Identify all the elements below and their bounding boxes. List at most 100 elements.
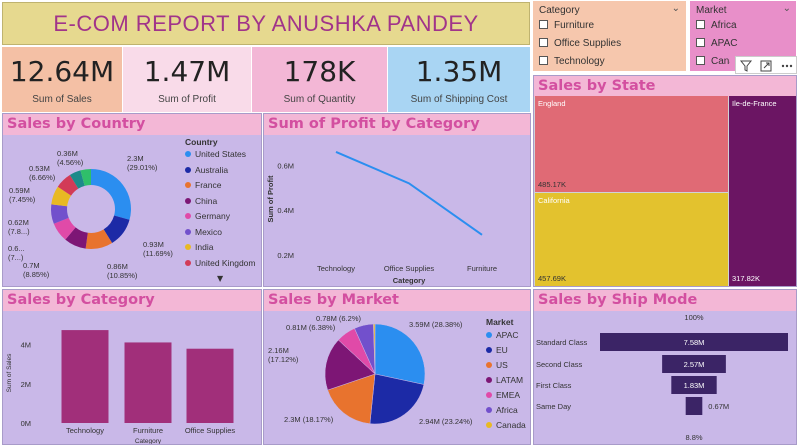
- profit-line-series[interactable]: [335, 151, 483, 236]
- filter-icon[interactable]: [739, 60, 753, 72]
- donut-slice[interactable]: [53, 217, 76, 240]
- pie-slice[interactable]: [373, 323, 376, 375]
- donut-slice[interactable]: [80, 169, 91, 186]
- pie-slice[interactable]: [369, 373, 425, 425]
- slicer-item-label: Africa: [711, 20, 737, 31]
- x-axis-label: Category: [393, 276, 426, 285]
- x-axis-label: Category: [135, 438, 162, 445]
- donut-slice[interactable]: [69, 170, 85, 189]
- legend-item-germany[interactable]: Germany: [185, 211, 230, 221]
- panel-title: Sales by Market: [264, 290, 530, 311]
- donut-slice[interactable]: [65, 227, 88, 249]
- sales-by-ship-mode-panel: Sales by Ship Mode 100% Standard Class 7.5…: [533, 289, 797, 445]
- y-tick-label: 0.6M: [277, 161, 294, 170]
- panel-title: Sales by State: [534, 76, 796, 97]
- category-slicer[interactable]: Category ⌄ Furniture Office Supplies Tec…: [533, 1, 686, 71]
- legend-label: EMEA: [496, 390, 521, 400]
- legend-item-canada[interactable]: Canada: [486, 420, 526, 430]
- funnel-value-label: 0.67M: [708, 402, 729, 411]
- checkbox[interactable]: [539, 20, 548, 29]
- funnel-category-label: Standard Class: [536, 338, 588, 347]
- panel-title: Sales by Category: [3, 290, 261, 311]
- visual-header-icons: [739, 60, 793, 72]
- slicer-item-technology[interactable]: Technology: [539, 56, 605, 67]
- data-label: (11.69%): [143, 249, 173, 258]
- treemap-tile-ile-de-france[interactable]: Ile-de-France 317.82K: [729, 96, 796, 286]
- legend-item-emea[interactable]: EMEA: [486, 390, 520, 400]
- chevron-down-icon[interactable]: ⌄: [671, 3, 680, 14]
- slicer-item-africa[interactable]: Africa: [696, 20, 737, 31]
- donut-slice[interactable]: [57, 175, 79, 196]
- market-pie-chart: 3.59M (28.38%) 2.94M (23.24%) 2.3M (18.17%…: [268, 314, 473, 426]
- legend-item-india[interactable]: India: [185, 242, 213, 252]
- slicer-item-office-supplies[interactable]: Office Supplies: [539, 38, 621, 49]
- funnel-bar-standard-class[interactable]: [600, 333, 788, 351]
- treemap-tile-england[interactable]: England 485.17K: [535, 96, 728, 192]
- more-options-icon[interactable]: [781, 64, 793, 68]
- legend-label: India: [195, 242, 214, 252]
- funnel-bar-first-class[interactable]: [671, 376, 717, 394]
- legend-item-eu[interactable]: EU: [486, 345, 508, 355]
- legend-item-france[interactable]: France: [185, 180, 221, 190]
- donut-slice[interactable]: [103, 215, 130, 243]
- checkbox[interactable]: [539, 56, 548, 65]
- data-label: 0.59M: [9, 186, 30, 195]
- bar-technology[interactable]: [61, 330, 109, 423]
- legend-dot: [185, 197, 191, 204]
- x-tick-label: Technology: [66, 426, 104, 435]
- pie-slice[interactable]: [374, 323, 426, 385]
- legend-dot: [185, 244, 191, 250]
- checkbox[interactable]: [539, 38, 548, 47]
- y-tick-label: 0M: [21, 419, 31, 428]
- kpi-card-profit: 1.47M Sum of Profit: [123, 47, 251, 112]
- legend-item-united-states[interactable]: United States: [185, 149, 246, 159]
- scroll-down-icon[interactable]: ▼: [217, 274, 224, 283]
- kpi-card-quantity: 178K Sum of Quantity: [252, 47, 387, 112]
- legend-dot: [486, 332, 492, 338]
- funnel-value-label: 1.83M: [684, 381, 705, 390]
- bar-furniture[interactable]: [124, 342, 172, 423]
- legend-item-latam[interactable]: LATAM: [486, 375, 523, 385]
- bar-office-supplies[interactable]: [186, 348, 234, 423]
- legend-dot: [185, 259, 191, 266]
- funnel-bar-same-day[interactable]: [685, 397, 703, 415]
- checkbox[interactable]: [696, 38, 705, 47]
- data-label: (7...): [8, 253, 24, 262]
- legend-item-apac[interactable]: APAC: [486, 330, 519, 340]
- donut-slice[interactable]: [91, 169, 131, 220]
- slicer-item-label: Canada: [711, 56, 730, 67]
- treemap-value: 457.69K: [538, 274, 566, 283]
- treemap-tile-california[interactable]: California 457.69K: [535, 193, 728, 286]
- donut-slice[interactable]: [51, 186, 72, 207]
- legend-item-mexico[interactable]: Mexico: [185, 227, 222, 237]
- report-title: E-COM REPORT BY ANUSHKA PANDEY: [53, 11, 479, 36]
- slicer-item-furniture[interactable]: Furniture: [539, 20, 594, 31]
- donut-slice[interactable]: [51, 204, 69, 224]
- legend-dot: [185, 228, 191, 235]
- legend-item-africa[interactable]: Africa: [486, 405, 518, 415]
- legend-item-united-kingdom[interactable]: United Kingdom: [185, 258, 255, 268]
- checkbox[interactable]: [696, 20, 705, 29]
- data-label: (10.85%): [107, 271, 138, 280]
- funnel-bar-second-class[interactable]: [662, 355, 726, 373]
- y-tick-label: 2M: [21, 380, 31, 389]
- pie-slice[interactable]: [324, 339, 376, 391]
- slicer-item-apac[interactable]: APAC: [696, 38, 738, 49]
- kpi-label: Sum of Shipping Cost: [410, 94, 508, 105]
- treemap-name: England: [538, 99, 566, 108]
- pie-slice[interactable]: [327, 373, 376, 425]
- checkbox[interactable]: [696, 56, 705, 65]
- legend-item-us[interactable]: US: [486, 360, 508, 370]
- sales-by-state-panel: Sales by State England 485.17K Californi…: [533, 75, 797, 287]
- data-label: (4.56%): [57, 158, 84, 167]
- legend-item-china[interactable]: China: [185, 196, 217, 206]
- donut-slice[interactable]: [85, 229, 113, 249]
- legend-label: EU: [496, 345, 508, 355]
- slicer-item-canada[interactable]: Canada: [696, 56, 730, 67]
- sales-by-country-panel: Sales by Country 2.3M (29.01%) 0.93M (11.69…: [2, 113, 262, 287]
- funnel-bottom-label: 8.8%: [685, 433, 702, 442]
- chevron-down-icon[interactable]: ⌄: [782, 3, 791, 14]
- expand-icon[interactable]: [760, 60, 772, 72]
- legend-item-australia[interactable]: Australia: [185, 165, 228, 175]
- funnel-value-label: 7.58M: [684, 338, 705, 347]
